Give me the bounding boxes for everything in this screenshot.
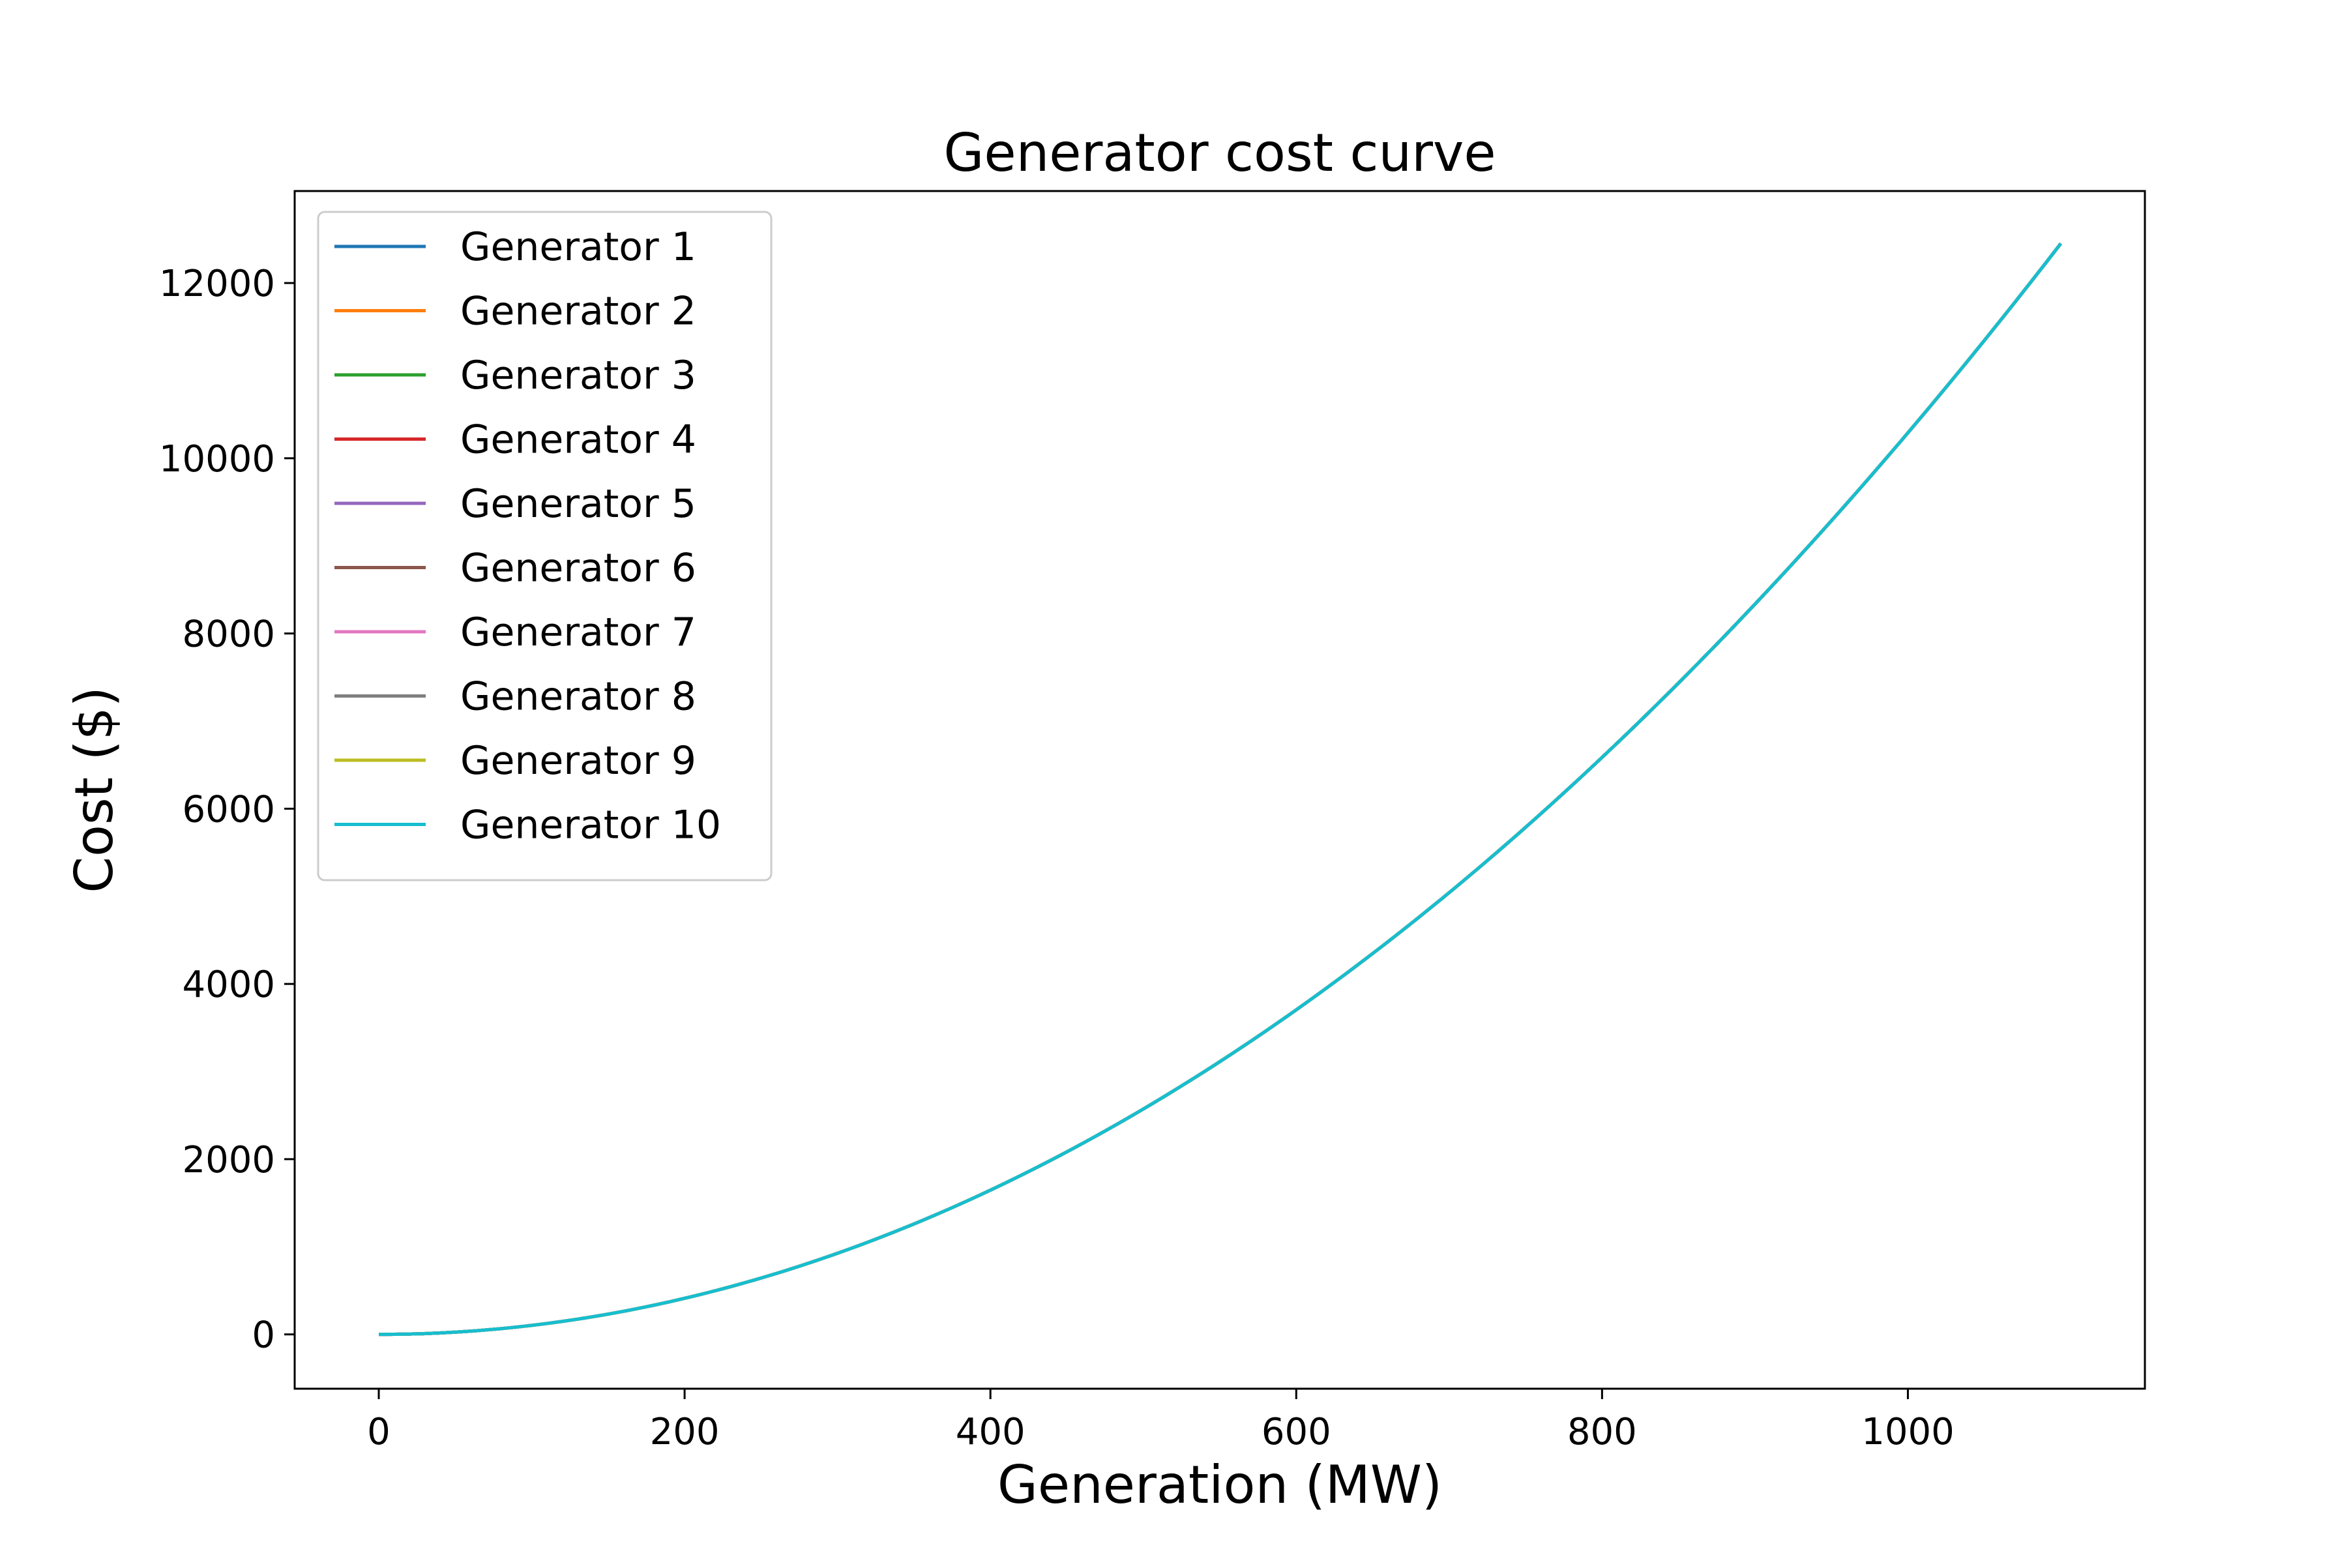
y-tick-label: 10000: [159, 438, 275, 481]
y-axis-label: Cost ($): [64, 687, 125, 893]
legend-label-generator-7: Generator 7: [460, 610, 696, 655]
y-tick-label: 8000: [182, 614, 275, 656]
y-tick-label: 2000: [182, 1139, 275, 1181]
x-tick-label: 200: [650, 1411, 720, 1453]
chart-title: Generator cost curve: [943, 123, 1496, 183]
x-tick-label: 0: [367, 1411, 391, 1453]
x-tick-label: 800: [1567, 1411, 1637, 1453]
y-tick-label: 12000: [159, 263, 275, 305]
x-tick-label: 600: [1262, 1411, 1331, 1453]
legend-label-generator-2: Generator 2: [460, 289, 696, 334]
x-tick-label: 1000: [1861, 1411, 1955, 1453]
legend-label-generator-5: Generator 5: [460, 481, 696, 527]
x-axis-label: Generation (MW): [997, 1455, 1442, 1515]
legend-label-generator-1: Generator 1: [460, 224, 696, 270]
legend-label-generator-9: Generator 9: [460, 738, 696, 784]
y-tick-label: 4000: [182, 964, 275, 1006]
legend-label-generator-3: Generator 3: [460, 353, 696, 398]
legend-label-generator-8: Generator 8: [460, 674, 696, 720]
y-tick-label: 6000: [182, 788, 275, 831]
legend-box: [317, 211, 773, 881]
series-line-generator-10: [378, 242, 2062, 1337]
legend-label-generator-6: Generator 6: [460, 546, 696, 591]
legend-label-generator-10: Generator 10: [460, 803, 721, 848]
y-tick-label: 0: [252, 1314, 275, 1357]
series-layer: [378, 242, 2062, 1337]
axes-frame: [293, 190, 2146, 1390]
axes-layer: 0 200 400 600 800 100002000400060008000100001…: [159, 190, 2146, 1453]
x-tick-label: 400: [956, 1411, 1026, 1453]
legend-label-generator-4: Generator 4: [460, 417, 696, 463]
legend: Generator 1 Generator 2 Generator 3 Generat…: [317, 211, 773, 881]
